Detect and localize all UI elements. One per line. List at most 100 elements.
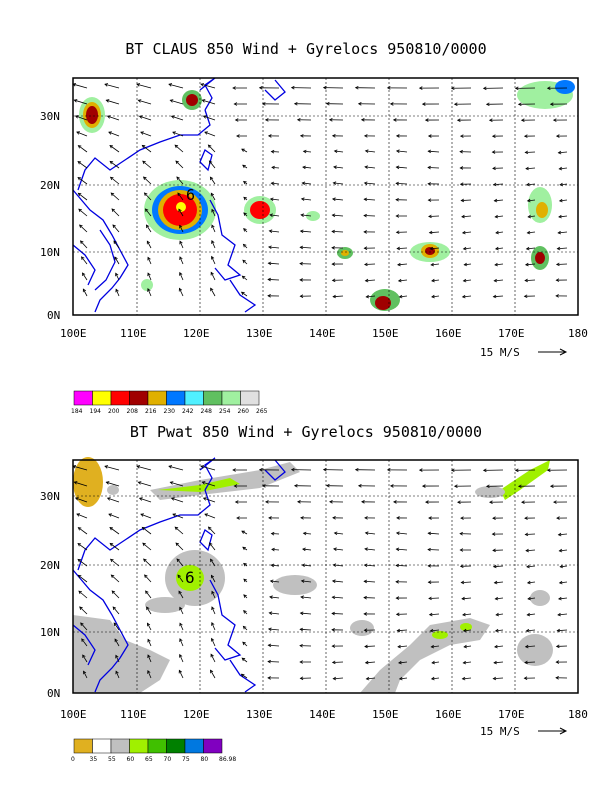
- wind-vector-head: [427, 547, 431, 552]
- wind-vector-head: [300, 197, 305, 201]
- wind-vector-head: [147, 288, 151, 292]
- wind-vector-head: [427, 580, 432, 584]
- wind-vector-head: [264, 118, 269, 122]
- wind-vector-head: [299, 278, 303, 282]
- wind-vector-head: [258, 468, 263, 472]
- wind-vector-head: [492, 294, 497, 299]
- wind-vector: [144, 192, 152, 201]
- wind-vector-head: [241, 657, 246, 662]
- panel1-xlabel: 170E: [498, 327, 525, 340]
- wind-vector: [560, 183, 568, 186]
- panel2-xlabel: 150E: [372, 708, 399, 721]
- wind-vector-head: [525, 246, 530, 251]
- wind-vector: [334, 150, 344, 153]
- wind-vector: [210, 558, 216, 567]
- wind-vector-head: [271, 165, 275, 170]
- wind-vector-head: [243, 609, 247, 614]
- wind-vector-head: [297, 500, 301, 504]
- wind-vector-head: [142, 176, 147, 181]
- wind-vector-head: [200, 83, 205, 87]
- panel2-pwat-field: [73, 457, 553, 693]
- panel1-ylabel: 20N: [40, 179, 60, 192]
- panel2-vector-ref-label: 15 M/S: [480, 725, 520, 738]
- wind-vector: [399, 295, 408, 298]
- wind-vector-head: [271, 547, 275, 552]
- wind-vector-head: [363, 612, 367, 616]
- wind-vector: [524, 661, 536, 663]
- wind-vector-head: [332, 516, 336, 520]
- wind-vector: [146, 606, 152, 615]
- wind-vector-head: [492, 676, 497, 681]
- wind-vector: [208, 144, 216, 153]
- wind-vector: [558, 597, 568, 600]
- wind-vector: [495, 215, 504, 218]
- wind-vector: [268, 246, 280, 249]
- wind-vector-head: [176, 558, 180, 563]
- wind-vector-head: [482, 86, 487, 91]
- wind-vector-head: [428, 596, 432, 601]
- wind-vector-head: [267, 627, 272, 632]
- wind-vector-head: [555, 294, 559, 298]
- wind-vector-head: [243, 180, 247, 185]
- wind-vector: [241, 148, 248, 153]
- colorbar-swatch: [73, 738, 93, 754]
- wind-vector-head: [396, 628, 401, 633]
- wind-vector: [462, 613, 472, 616]
- wind-vector: [139, 497, 152, 503]
- wind-vector-head: [137, 481, 142, 485]
- wind-vector-head: [557, 230, 562, 235]
- colorbar-swatch: [129, 390, 149, 406]
- wind-vector: [210, 193, 216, 201]
- wind-vector-head: [77, 574, 82, 579]
- wind-vector: [241, 530, 248, 535]
- wind-vector: [559, 199, 568, 202]
- wind-vector-head: [115, 670, 119, 675]
- wind-vector-head: [331, 262, 336, 266]
- wind-vector-head: [558, 548, 563, 553]
- wind-vector-head: [210, 574, 215, 579]
- wind-vector: [333, 295, 344, 298]
- wind-vector: [82, 654, 88, 663]
- wind-vector-head: [111, 208, 116, 212]
- wind-vector: [242, 275, 248, 281]
- wind-vector: [111, 208, 120, 217]
- wind-vector-head: [299, 627, 304, 632]
- wind-vector-head: [179, 606, 183, 611]
- wind-vector: [78, 527, 88, 535]
- wind-vector-head: [398, 294, 403, 299]
- wind-vector-head: [179, 622, 183, 627]
- wind-vector-head: [144, 574, 148, 579]
- wind-vector-head: [524, 532, 529, 537]
- wind-vector-head: [558, 214, 562, 219]
- wind-vector: [115, 289, 120, 297]
- colorbar-label: 200: [108, 408, 120, 415]
- wind-vector-head: [112, 224, 116, 228]
- wind-vector-head: [142, 542, 146, 547]
- wind-vector-head: [517, 484, 522, 489]
- wind-vector-head: [395, 134, 400, 138]
- wind-vector-head: [242, 641, 246, 646]
- wind-vector: [527, 231, 536, 234]
- wind-vector-head: [147, 638, 151, 643]
- wind-vector: [332, 596, 344, 599]
- wind-vector-head: [527, 596, 531, 601]
- wind-vector-head: [427, 198, 432, 202]
- wind-vector-head: [322, 85, 327, 90]
- wind-vector: [147, 670, 152, 679]
- wind-vector-head: [179, 224, 183, 229]
- wind-vector-head: [178, 590, 182, 595]
- wind-vector: [398, 645, 408, 648]
- wind-vector-head: [546, 468, 551, 472]
- wind-vector: [78, 145, 88, 153]
- wind-vector-head: [174, 526, 179, 531]
- wind-vector: [526, 247, 536, 250]
- wind-vector-head: [363, 628, 368, 633]
- wind-vector: [104, 465, 120, 471]
- wind-vector-head: [109, 527, 114, 531]
- wind-vector: [115, 273, 120, 281]
- wind-vector-head: [397, 644, 401, 649]
- wind-vector-head: [459, 166, 464, 170]
- wind-vector: [365, 661, 376, 664]
- wind-vector-head: [395, 596, 400, 600]
- wind-vector: [495, 629, 504, 632]
